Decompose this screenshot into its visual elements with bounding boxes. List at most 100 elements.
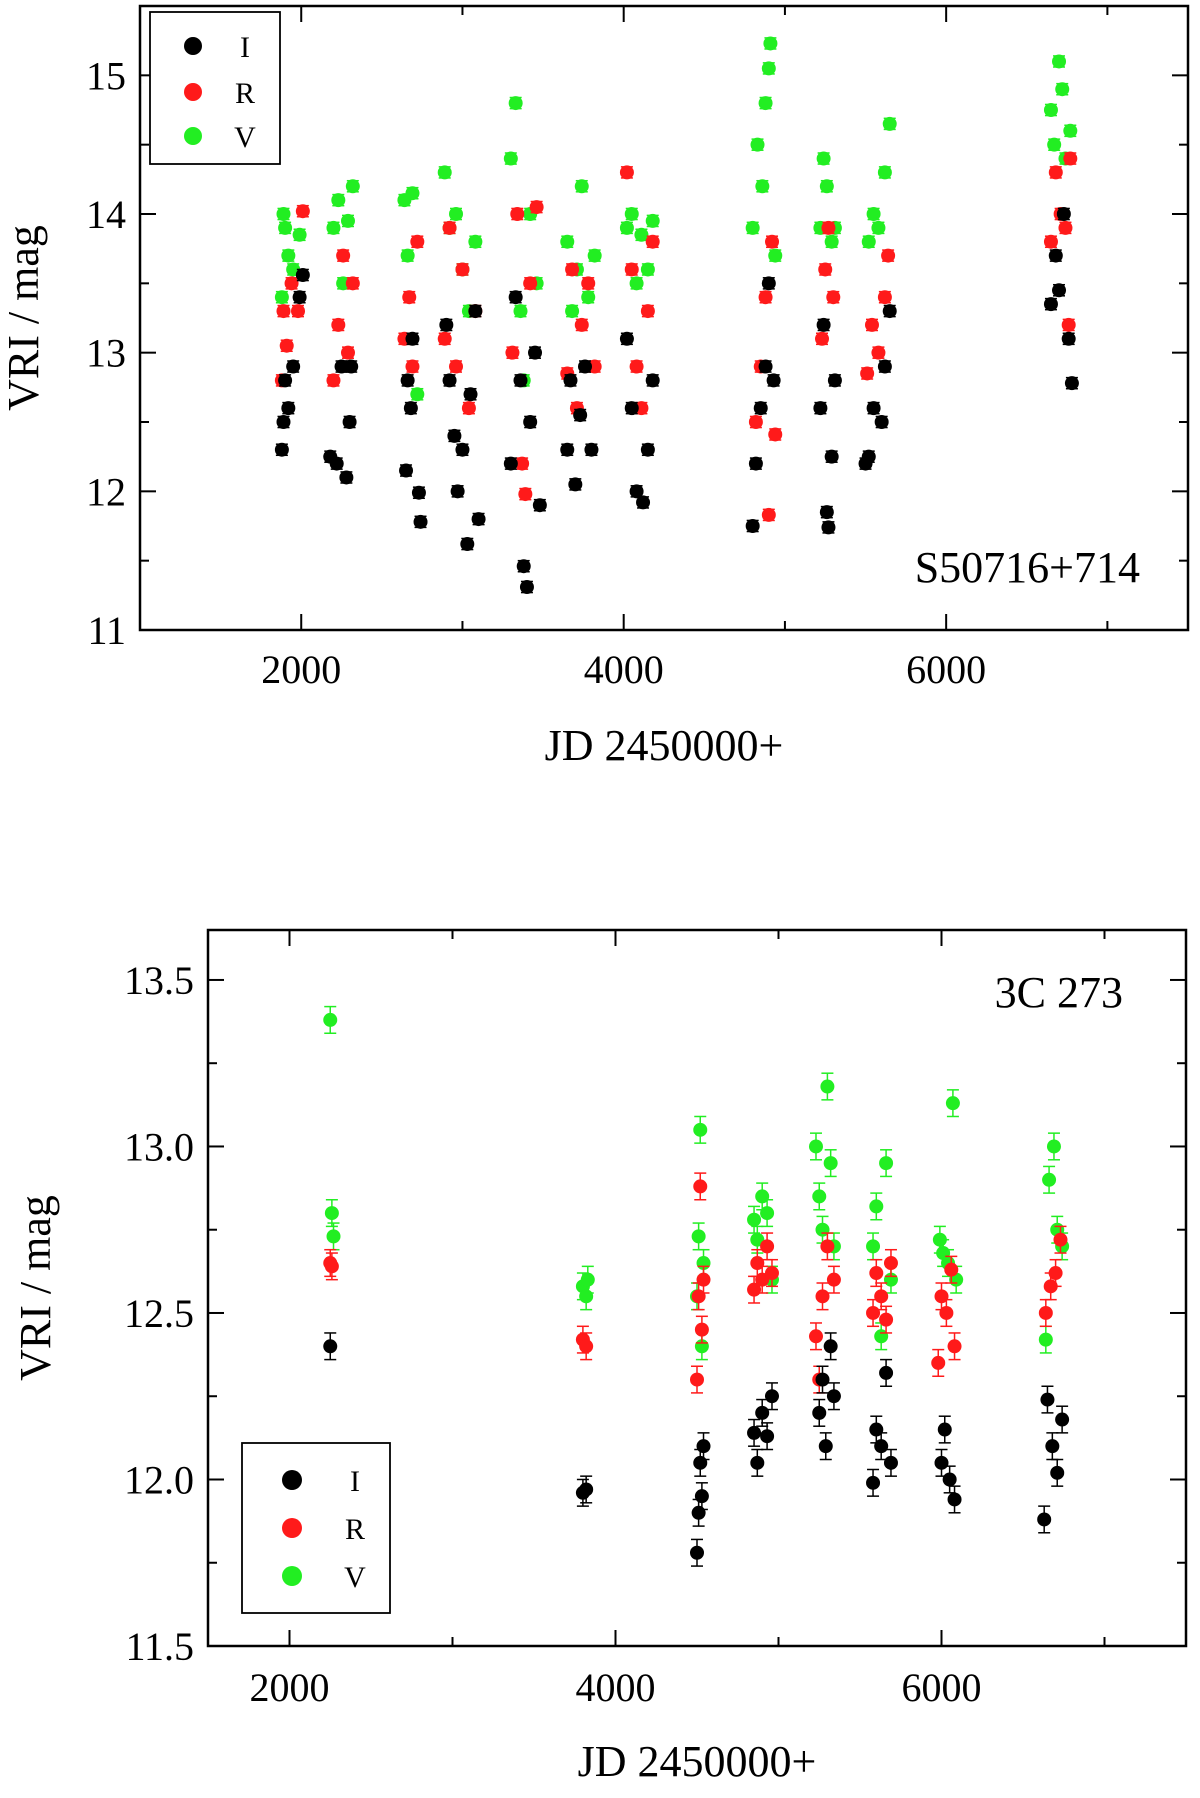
data-point-v: [340, 213, 355, 228]
data-point-v: [761, 61, 776, 76]
data-point-v: [619, 220, 634, 235]
data-point-r: [871, 345, 886, 360]
data-point-r: [869, 1266, 884, 1281]
data-point-v: [513, 304, 528, 319]
data-point-i: [339, 470, 354, 485]
data-point-r: [402, 290, 417, 305]
data-point-i: [1061, 331, 1076, 346]
data-point-r: [324, 1259, 339, 1274]
chart-3c273: 2000 4000 6000 11.5 12.0 12.5 13.0 13.5 JD 24500…: [0, 900, 1200, 1798]
data-point-i: [579, 1482, 594, 1497]
data-point-i: [624, 401, 639, 416]
data-point-i: [883, 1455, 898, 1470]
data-point-r: [939, 1305, 954, 1320]
data-point-v: [508, 96, 523, 111]
data-point-i: [690, 1545, 704, 1560]
data-point-i: [882, 304, 897, 319]
data-point-v: [326, 220, 341, 235]
data-point-i: [693, 1455, 708, 1470]
data-point-i: [629, 484, 644, 499]
data-point-i: [292, 290, 307, 305]
data-point-v: [323, 1012, 338, 1027]
data-point-i: [584, 442, 599, 457]
data-point-v: [580, 1272, 595, 1287]
data-point-i: [532, 498, 547, 513]
data-point-v: [400, 248, 415, 263]
data-point-i: [450, 484, 465, 499]
data-point-i: [696, 1439, 711, 1454]
data-point-i: [403, 401, 418, 416]
legend: IRV: [149, 11, 281, 165]
chart-s50716: 2000 4000 6000 11 12 13 14 15 JD 2450000+ VRI / m…: [0, 4, 1190, 770]
data-point-v: [945, 1096, 960, 1111]
data-point-v: [468, 234, 483, 249]
data-point-r: [883, 1256, 898, 1271]
data-point-r: [510, 207, 525, 221]
data-point-r: [574, 317, 589, 332]
data-point-r: [931, 1355, 946, 1370]
data-point-i: [447, 428, 462, 443]
data-point-i: [874, 415, 889, 429]
data-point-r: [291, 304, 306, 319]
series-v: [274, 36, 1078, 402]
series-i: [274, 207, 1079, 595]
data-point-r: [579, 1339, 594, 1354]
data-point-v: [750, 137, 765, 152]
data-point-r: [336, 248, 351, 263]
data-point-v: [871, 220, 886, 235]
data-point-v: [281, 248, 296, 263]
data-point-i: [400, 373, 415, 388]
data-point-r: [461, 401, 476, 416]
data-point-r: [947, 1339, 962, 1354]
data-point-v: [869, 1199, 884, 1214]
data-point-r: [515, 456, 530, 471]
data-point-v: [624, 207, 639, 221]
data-point-r: [860, 366, 875, 381]
data-point-i: [758, 359, 773, 374]
data-point-i: [745, 519, 760, 533]
data-point-i: [560, 442, 575, 457]
data-point-i: [516, 559, 531, 574]
data-point-r: [405, 359, 420, 374]
data-point-i: [753, 401, 768, 416]
data-point-r: [518, 487, 533, 502]
data-point-i: [519, 580, 534, 595]
y-tick-label: 14: [86, 192, 126, 237]
data-point-r: [565, 262, 580, 277]
data-point-i: [274, 442, 289, 457]
data-point-i: [937, 1422, 952, 1437]
data-point-i: [812, 1405, 827, 1420]
data-point-v: [410, 387, 425, 402]
x-tick-label: 2000: [250, 1665, 330, 1710]
data-point-i: [942, 1472, 957, 1487]
data-point-v: [449, 207, 464, 221]
data-point-r: [529, 200, 544, 215]
data-point-i: [563, 373, 578, 388]
data-point-i: [344, 359, 359, 374]
data-point-i: [295, 268, 310, 283]
data-point-i: [874, 1439, 889, 1454]
data-point-i: [503, 456, 518, 471]
data-point-i: [278, 373, 293, 388]
data-point-i: [764, 1389, 779, 1404]
data-point-v: [326, 1229, 341, 1244]
data-point-i: [826, 1389, 841, 1404]
data-point-r: [1043, 234, 1058, 249]
data-point-v: [812, 1189, 827, 1204]
data-point-r: [808, 1329, 823, 1344]
data-point-r: [815, 331, 830, 346]
data-point-i: [827, 373, 842, 388]
data-point-r: [696, 1272, 711, 1287]
data-point-v: [882, 116, 897, 131]
data-point-v: [278, 220, 293, 235]
plot-frame: [138, 4, 1190, 632]
data-point-i: [329, 456, 344, 471]
data-point-i: [1040, 1392, 1055, 1407]
data-point-v: [1052, 54, 1067, 69]
y-tick-label: 12.0: [124, 1457, 194, 1502]
data-point-v: [1047, 137, 1062, 152]
data-point-r: [581, 276, 596, 291]
chart-s50716-svg: 2000 4000 6000 11 12 13 14 15 JD 2450000+ VRI / m…: [0, 4, 1190, 770]
data-point-v: [640, 262, 655, 277]
data-point-r: [587, 359, 602, 374]
